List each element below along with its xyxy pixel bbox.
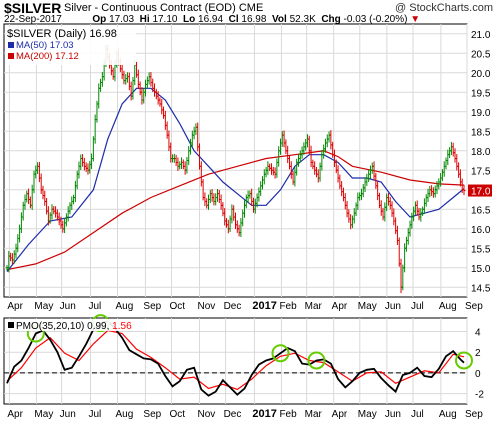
open-value: 17.03 — [109, 14, 135, 25]
price-x-tick-label: Jul — [88, 301, 101, 312]
price-chart-title: $SILVER (Daily) 16.98 — [7, 28, 117, 40]
pmo-chart-title: PMO(35,20,10) 0.99, 1.56 — [16, 321, 132, 332]
pmo-title-part: 0.99, — [84, 321, 109, 332]
price-y-tick-label: 20.0 — [471, 69, 491, 80]
price-x-tick-label: May — [34, 301, 53, 312]
high-label: Hi — [139, 14, 150, 25]
pmo-x-tick-label: Jul — [88, 409, 101, 420]
close-value: 16.98 — [241, 14, 267, 25]
pmo-highlight-circle — [271, 344, 290, 363]
price-legend-box — [6, 27, 136, 65]
pmo-x-tick-label: Apr — [7, 409, 23, 420]
price-y-tick-label: 19.5 — [471, 88, 491, 99]
price-y-tick-label: 15.5 — [471, 244, 491, 255]
exchange-text: CME — [238, 2, 264, 14]
pmo-x-tick-label: Oct — [170, 409, 186, 420]
pmo-x-tick-label: Feb — [279, 409, 297, 420]
pmo-title-part: PMO(35,20,10) — [16, 321, 84, 332]
price-y-tick-label: 16.0 — [471, 225, 491, 236]
close-label: Cl — [228, 14, 239, 25]
ma50-legend-label: MA(50) 17.03 — [16, 40, 74, 51]
price-y-tick-label: 20.5 — [471, 49, 491, 60]
pmo-y-tick-label: -2 — [475, 390, 484, 401]
price-x-tick-label: Apr — [7, 301, 23, 312]
pmo-x-tick-label: Jul — [411, 409, 424, 420]
pmo-y-tick-label: 4 — [475, 327, 481, 338]
copyright-notice: @ StockCharts.com — [395, 2, 493, 14]
price-x-tick-label: Dec — [224, 301, 242, 312]
price-x-tick-label: Mar — [305, 301, 323, 312]
change-value: -0.03 (-0.20%) — [343, 14, 408, 25]
price-y-tick-label: 19.0 — [471, 108, 491, 119]
price-y-tick-label: 17.5 — [471, 166, 491, 177]
pmo-highlight-circle — [307, 351, 326, 370]
ma50-legend-swatch — [8, 42, 14, 48]
price-x-tick-label: Aug — [115, 301, 133, 312]
last-price-tag — [468, 184, 492, 197]
pmo-signal-value: 1.56 — [109, 321, 132, 332]
pmo-x-tick-label: May — [34, 409, 53, 420]
pmo-x-tick-label: Mar — [305, 409, 323, 420]
pmo-highlight-circle — [455, 351, 473, 370]
price-x-tick-label: Aug — [439, 301, 457, 312]
pmo-x-tick-label: Sep — [143, 409, 161, 420]
price-y-tick-label: 14.5 — [471, 283, 491, 294]
pmo-x-tick-label: Aug — [115, 409, 133, 420]
ma200-legend-swatch — [8, 53, 14, 59]
low-value: 16.94 — [198, 14, 224, 25]
pmo-x-tick-label: 2017 — [252, 408, 276, 420]
price-y-tick-label: 15.0 — [471, 264, 491, 275]
pmo-legend-box — [6, 319, 166, 331]
pmo-legend-swatch — [8, 322, 14, 328]
ma200-line — [6, 150, 465, 271]
volume-label: Vol — [272, 14, 287, 25]
pmo-x-tick-label: May — [358, 409, 377, 420]
pmo-y-tick-label: 2 — [475, 348, 481, 359]
low-label: Lo — [183, 14, 196, 25]
pmo-x-tick-label: Jun — [385, 409, 401, 420]
volume-value: 52.3K — [289, 14, 316, 25]
price-x-tick-label: Nov — [197, 301, 215, 312]
price-x-tick-label: May — [358, 301, 377, 312]
pmo-x-tick-label: Sep — [465, 409, 483, 420]
pmo-signal-line — [6, 329, 465, 391]
pmo-x-tick-label: Apr — [332, 409, 348, 420]
price-x-tick-label: Apr — [332, 301, 348, 312]
instrument-description: Silver - Continuous Contract (EOD) CME — [64, 2, 263, 14]
price-y-tick-label: 18.5 — [471, 127, 491, 138]
price-x-tick-label: Feb — [279, 301, 297, 312]
ticker-symbol: $SILVER — [4, 0, 62, 16]
pmo-panel-frame — [3, 317, 468, 405]
pmo-y-tick-label: 0 — [475, 369, 481, 380]
price-y-tick-label: 16.5 — [471, 205, 491, 216]
pmo-x-tick-label: Nov — [197, 409, 215, 420]
ma200-legend-label: MA(200) 17.12 — [16, 51, 79, 62]
pmo-line — [6, 320, 465, 397]
description-text: Silver - Continuous Contract (EOD) — [64, 2, 236, 14]
price-y-tick-label: 21.0 — [471, 30, 491, 41]
price-x-tick-label: 2017 — [252, 300, 276, 312]
pmo-x-tick-label: Aug — [439, 409, 457, 420]
pmo-x-tick-label: Dec — [224, 409, 242, 420]
high-value: 17.10 — [152, 14, 178, 25]
quote-line: 22-Sep-2017 Op 17.03 Hi 17.10 Lo 16.94 C… — [4, 14, 420, 25]
down-triangle-icon: ▼ — [410, 14, 421, 25]
quote-date: 22-Sep-2017 — [4, 14, 62, 25]
open-label: Op — [92, 14, 107, 25]
price-y-tick-label: 18.0 — [471, 147, 491, 158]
pmo-x-tick-label: Jun — [60, 409, 76, 420]
change-label: Chg — [321, 14, 341, 25]
price-x-tick-label: Oct — [170, 301, 186, 312]
price-x-tick-label: Sep — [143, 301, 161, 312]
price-x-tick-label: Jun — [385, 301, 401, 312]
price-x-tick-label: Jun — [60, 301, 76, 312]
last-price-tag-label: 17.0 — [471, 187, 491, 198]
price-x-tick-label: Jul — [411, 301, 424, 312]
price-x-tick-label: Sep — [465, 301, 483, 312]
